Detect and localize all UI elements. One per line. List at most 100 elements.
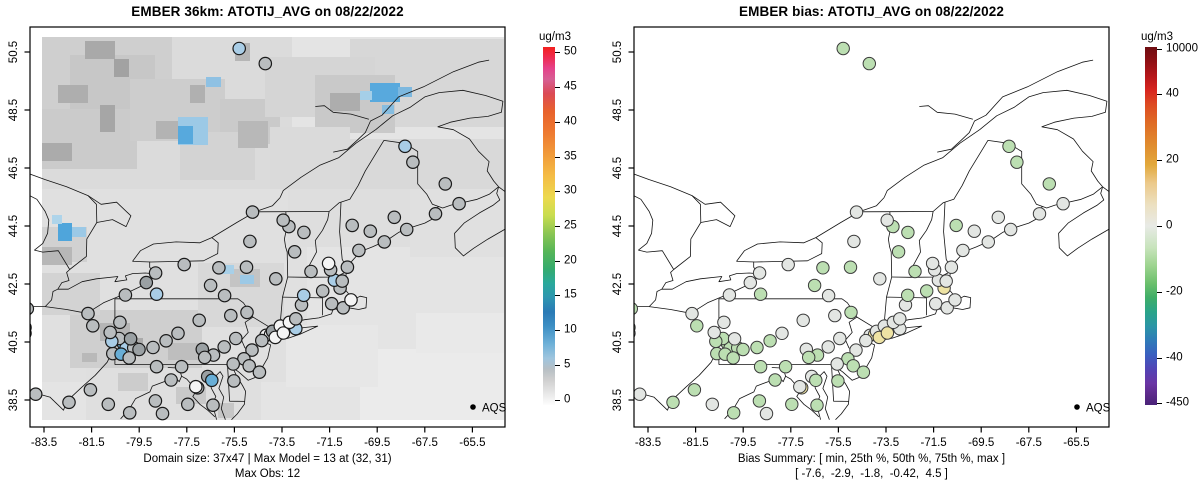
station-dot (164, 373, 178, 387)
station-dot (203, 278, 218, 293)
colorbar-tick-label: 20 (564, 254, 577, 267)
svg-text:50.5: 50.5 (8, 41, 20, 63)
station-dot (707, 325, 721, 340)
station-dot (132, 342, 146, 357)
colorbar-tick (1157, 226, 1162, 227)
colorbar-tick (555, 226, 560, 227)
station-dot (816, 261, 830, 275)
colorbar-tick (555, 260, 560, 262)
colorbar-tick (1157, 48, 1162, 50)
station-dot (159, 333, 173, 348)
station-dot (967, 224, 981, 238)
station-dot (981, 235, 995, 249)
station-dot (939, 274, 953, 288)
station-dot (288, 311, 303, 326)
station-dot (171, 326, 185, 341)
station-dot (634, 323, 636, 332)
station-dots (30, 41, 466, 421)
svg-text:-83.5: -83.5 (31, 437, 57, 449)
svg-text:44.5: 44.5 (8, 215, 20, 237)
colorbar-tick (555, 399, 560, 401)
bias-caption-line2: [ -7.6, -2.9, -1.8, -0.42, 4.5 ] (795, 468, 948, 480)
model-map: -83.5 -81.5 -79.5 -77.5 -75.5 -73.5 -71.5 -69.5… (8, 26, 507, 449)
svg-text:-71.5: -71.5 (316, 437, 342, 449)
station-dot (859, 333, 873, 348)
station-dot (245, 343, 259, 357)
station-dot (753, 360, 768, 374)
model-caption-line1: Domain size: 37x47 | Max Model = 13 at (… (143, 453, 392, 465)
station-dot (243, 234, 257, 249)
station-dot (255, 333, 269, 348)
station-dot (103, 325, 117, 340)
svg-text:-73.5: -73.5 (873, 437, 899, 449)
station-dot (781, 257, 795, 272)
bias-caption-line1: Bias Summary: [ min, 25th %, 50th %, 75t… (737, 453, 1006, 465)
station-dot (62, 395, 76, 410)
svg-text:46.5: 46.5 (612, 157, 624, 179)
station-dot (438, 177, 453, 191)
station-dot (340, 260, 355, 274)
station-dot (844, 305, 858, 320)
station-dot (831, 374, 845, 388)
colorbar-gradient (1145, 47, 1157, 405)
colorbar-tick (1157, 93, 1162, 95)
station-dot (269, 272, 283, 286)
svg-text:50.5: 50.5 (612, 41, 624, 63)
station-dot (399, 222, 414, 237)
station-dot (30, 328, 32, 338)
model-caption-line2: Max Obs: 12 (234, 468, 301, 480)
colorbar-tick-label: 45 (564, 80, 577, 93)
svg-text:42.5: 42.5 (8, 273, 20, 295)
station-dots (634, 41, 1070, 421)
station-dot (227, 374, 241, 388)
station-dot (768, 373, 782, 387)
colorbar-tick-label: -20 (1166, 285, 1183, 298)
station-dot (240, 305, 254, 320)
station-dot (85, 318, 100, 333)
svg-text:48.5: 48.5 (612, 99, 624, 121)
station-dot (242, 358, 256, 373)
svg-text:46.5: 46.5 (8, 157, 20, 179)
station-dot (727, 332, 742, 346)
model-panel-title: EMBER 36km: ATOTIJ_AVG on 08/22/2022 (131, 4, 404, 19)
model-raster (42, 37, 504, 420)
station-dot (846, 359, 860, 373)
station-dot (321, 256, 336, 271)
station-dot (148, 266, 163, 280)
station-dot (944, 260, 959, 274)
colorbar-tick (1157, 159, 1162, 161)
station-dot (763, 334, 777, 348)
station-dot (743, 275, 758, 290)
station-dot (956, 243, 970, 258)
station-dot (752, 266, 767, 280)
colorbar-tick-label: 40 (1166, 87, 1179, 100)
station-dot (139, 275, 154, 290)
station-dot (406, 155, 420, 169)
bias-caption: Bias Summary: [ min, 25th %, 50th %, 75t… (634, 452, 1109, 482)
station-dot (634, 328, 636, 338)
station-dot (807, 278, 822, 293)
station-dot (377, 235, 392, 249)
station-dot (752, 394, 767, 408)
colorbar-tick (1157, 358, 1162, 360)
svg-text:40.5: 40.5 (8, 331, 20, 353)
svg-text:40.5: 40.5 (612, 331, 624, 353)
station-dot (793, 380, 807, 394)
station-dot (828, 308, 842, 323)
station-dot (634, 302, 638, 315)
station-dot (705, 397, 720, 411)
station-dot (759, 406, 774, 421)
station-dot (862, 56, 877, 71)
station-dot (880, 213, 894, 227)
station-dot (224, 308, 238, 323)
svg-text:AQS: AQS (1086, 403, 1111, 415)
station-dot (901, 225, 915, 240)
svg-text:AQS: AQS (482, 403, 507, 415)
station-dot (363, 224, 378, 238)
colorbar-ticks: 10000 40 20 0 -20 -40 -450 (1145, 42, 1198, 409)
station-dot (726, 351, 740, 365)
station-dot (324, 296, 339, 311)
station-dot (727, 406, 741, 420)
station-dot (344, 293, 358, 307)
station-dot (687, 383, 702, 397)
